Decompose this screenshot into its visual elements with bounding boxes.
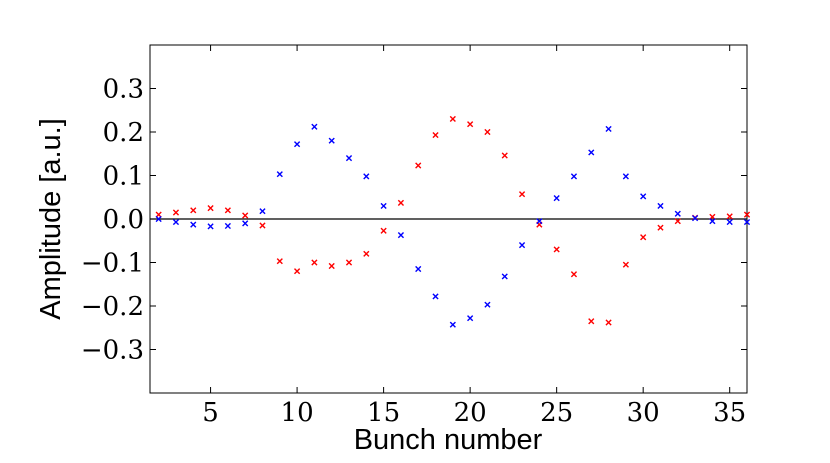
data-point — [190, 221, 197, 228]
data-point — [588, 149, 595, 156]
data-point — [432, 293, 439, 300]
data-point — [484, 301, 491, 308]
data-point — [674, 218, 681, 225]
data-point — [449, 115, 456, 123]
data-point — [242, 220, 249, 227]
y-tick-label: 0.0 — [103, 205, 144, 235]
data-point — [345, 155, 353, 162]
data-point — [605, 125, 612, 133]
x-axis-ticks: 5 10 15 20 25 30 35 — [202, 45, 746, 428]
data-point — [345, 259, 353, 266]
y-tick-label: 0.3 — [103, 75, 144, 105]
data-point — [207, 205, 214, 212]
y-tick-label: −0.2 — [81, 292, 144, 322]
data-point — [518, 191, 526, 198]
data-point — [674, 210, 681, 217]
data-point — [467, 315, 474, 322]
series-1 — [155, 115, 751, 326]
data-point — [449, 321, 456, 328]
data-point — [622, 173, 629, 180]
data-point — [415, 265, 422, 273]
data-point — [224, 222, 231, 230]
data-point — [311, 123, 318, 130]
data-point — [640, 234, 647, 241]
data-point — [743, 218, 751, 226]
data-point — [207, 223, 214, 230]
y-tick-label: −0.1 — [81, 249, 144, 279]
data-point — [155, 215, 162, 223]
data-point — [570, 271, 578, 278]
data-point — [276, 258, 283, 265]
data-point — [432, 131, 439, 139]
data-point — [588, 318, 595, 325]
data-point — [293, 268, 301, 275]
data-point — [484, 128, 491, 136]
series-layer — [155, 115, 751, 328]
data-point — [657, 202, 664, 210]
data-point — [501, 273, 508, 280]
data-point — [570, 173, 578, 180]
x-tick-label: 25 — [540, 398, 573, 428]
data-point — [190, 207, 197, 214]
data-point — [605, 319, 612, 326]
data-point — [501, 152, 508, 159]
data-point — [172, 209, 180, 216]
data-point — [363, 250, 370, 257]
data-point — [259, 208, 266, 215]
y-tick-label: 0.1 — [103, 162, 144, 192]
data-point — [380, 202, 387, 210]
data-point — [640, 193, 647, 200]
series-2 — [155, 123, 751, 328]
data-point — [293, 141, 301, 148]
data-point — [657, 224, 664, 231]
data-point — [726, 213, 733, 220]
data-point — [363, 173, 370, 180]
data-point — [415, 162, 422, 169]
data-point — [518, 242, 526, 249]
x-tick-label: 30 — [627, 398, 660, 428]
data-point — [553, 195, 560, 202]
data-point — [622, 261, 629, 268]
x-axis-label: Bunch number — [354, 424, 543, 456]
data-point — [553, 246, 560, 253]
data-point — [311, 259, 318, 266]
data-point — [328, 137, 335, 144]
y-axis-ticks: −0.3 −0.2 −0.1 0.0 0.1 0.2 0.3 — [81, 75, 747, 366]
y-tick-label: −0.3 — [81, 336, 144, 366]
x-tick-label: 20 — [454, 398, 487, 428]
x-tick-label: 35 — [713, 398, 746, 428]
data-point — [242, 212, 249, 219]
data-point — [691, 215, 699, 222]
y-tick-label: 0.2 — [103, 118, 144, 148]
data-point — [467, 121, 474, 128]
x-tick-label: 5 — [202, 398, 219, 428]
data-point — [380, 227, 387, 234]
x-tick-label: 10 — [281, 398, 314, 428]
y-axis-label: Amplitude [a.u.] — [35, 118, 67, 320]
data-point — [743, 211, 751, 218]
data-point — [276, 171, 283, 178]
data-point — [536, 218, 543, 225]
data-point — [397, 199, 405, 206]
data-point — [397, 232, 405, 239]
data-point — [259, 222, 266, 229]
data-point — [328, 262, 335, 270]
data-point — [709, 218, 716, 225]
x-tick-label: 15 — [367, 398, 400, 428]
data-point — [726, 218, 733, 226]
data-point — [224, 207, 231, 214]
data-point — [172, 218, 180, 226]
